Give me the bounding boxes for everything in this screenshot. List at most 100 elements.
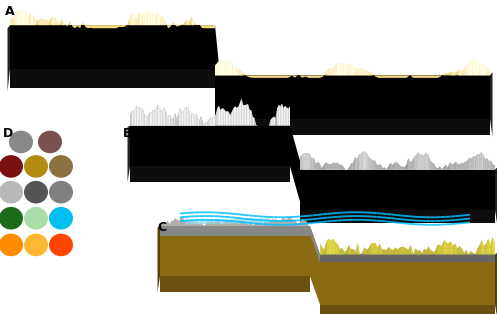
Polygon shape xyxy=(288,216,293,218)
Polygon shape xyxy=(215,60,490,78)
Polygon shape xyxy=(426,216,430,218)
Polygon shape xyxy=(426,153,428,170)
Polygon shape xyxy=(420,250,422,254)
Polygon shape xyxy=(274,220,278,222)
Polygon shape xyxy=(229,216,234,219)
Polygon shape xyxy=(251,110,253,126)
Polygon shape xyxy=(220,215,224,218)
Polygon shape xyxy=(300,170,495,210)
Ellipse shape xyxy=(0,181,23,203)
Polygon shape xyxy=(238,103,240,126)
Polygon shape xyxy=(398,164,400,170)
Polygon shape xyxy=(218,60,222,75)
Polygon shape xyxy=(373,243,376,254)
Polygon shape xyxy=(278,216,283,218)
Polygon shape xyxy=(210,211,214,214)
Polygon shape xyxy=(378,244,380,254)
Polygon shape xyxy=(308,222,312,225)
Polygon shape xyxy=(368,244,371,254)
Polygon shape xyxy=(426,224,430,226)
Polygon shape xyxy=(152,12,156,25)
Polygon shape xyxy=(34,16,36,25)
Polygon shape xyxy=(322,217,328,219)
Polygon shape xyxy=(372,219,376,222)
Polygon shape xyxy=(20,10,23,25)
Polygon shape xyxy=(376,212,382,214)
Polygon shape xyxy=(190,215,194,218)
Polygon shape xyxy=(414,155,416,170)
Polygon shape xyxy=(386,166,388,170)
Polygon shape xyxy=(193,113,194,126)
Polygon shape xyxy=(376,220,382,222)
Polygon shape xyxy=(130,98,290,126)
Polygon shape xyxy=(304,153,306,170)
Polygon shape xyxy=(411,219,416,221)
Polygon shape xyxy=(381,165,382,170)
Polygon shape xyxy=(303,219,308,221)
Polygon shape xyxy=(303,223,308,225)
Polygon shape xyxy=(495,253,497,314)
Polygon shape xyxy=(432,162,434,170)
Polygon shape xyxy=(371,159,373,170)
Polygon shape xyxy=(352,219,357,221)
Polygon shape xyxy=(220,108,222,126)
Polygon shape xyxy=(235,106,236,126)
Polygon shape xyxy=(234,220,239,223)
Polygon shape xyxy=(128,126,130,182)
Polygon shape xyxy=(322,220,328,223)
Polygon shape xyxy=(222,60,226,75)
Polygon shape xyxy=(384,167,386,170)
Polygon shape xyxy=(310,226,320,305)
Polygon shape xyxy=(382,213,386,215)
Polygon shape xyxy=(470,158,472,170)
Polygon shape xyxy=(8,25,10,91)
Polygon shape xyxy=(150,12,152,25)
Polygon shape xyxy=(239,217,244,219)
Polygon shape xyxy=(300,155,302,170)
Polygon shape xyxy=(156,105,158,126)
Polygon shape xyxy=(132,14,134,25)
Ellipse shape xyxy=(38,131,62,153)
Polygon shape xyxy=(416,216,421,218)
Polygon shape xyxy=(418,250,420,254)
Polygon shape xyxy=(406,248,408,254)
Polygon shape xyxy=(469,61,472,75)
Text: D: D xyxy=(2,127,13,140)
Polygon shape xyxy=(342,248,344,254)
Polygon shape xyxy=(160,17,163,25)
Polygon shape xyxy=(436,220,440,222)
Polygon shape xyxy=(347,215,352,217)
Polygon shape xyxy=(312,214,318,216)
Polygon shape xyxy=(342,215,347,217)
Polygon shape xyxy=(337,63,340,75)
Polygon shape xyxy=(334,239,336,254)
Polygon shape xyxy=(396,162,398,170)
Polygon shape xyxy=(422,155,424,170)
Polygon shape xyxy=(379,165,381,170)
Polygon shape xyxy=(362,211,367,214)
Polygon shape xyxy=(456,162,458,170)
Polygon shape xyxy=(357,215,362,217)
Polygon shape xyxy=(176,113,177,126)
Polygon shape xyxy=(332,219,338,222)
Polygon shape xyxy=(349,163,351,170)
Polygon shape xyxy=(329,239,331,254)
Polygon shape xyxy=(424,249,426,254)
Polygon shape xyxy=(352,215,357,217)
Polygon shape xyxy=(293,223,298,225)
Polygon shape xyxy=(376,243,378,254)
Polygon shape xyxy=(236,68,240,75)
Polygon shape xyxy=(210,215,214,217)
Ellipse shape xyxy=(0,234,23,256)
Polygon shape xyxy=(448,241,450,254)
Polygon shape xyxy=(254,215,258,217)
Polygon shape xyxy=(406,158,408,170)
Polygon shape xyxy=(401,222,406,225)
Text: B: B xyxy=(122,127,132,140)
Polygon shape xyxy=(396,222,401,224)
Polygon shape xyxy=(472,156,474,170)
Polygon shape xyxy=(314,158,316,170)
Polygon shape xyxy=(258,219,264,221)
Polygon shape xyxy=(391,249,393,254)
Polygon shape xyxy=(136,106,138,126)
